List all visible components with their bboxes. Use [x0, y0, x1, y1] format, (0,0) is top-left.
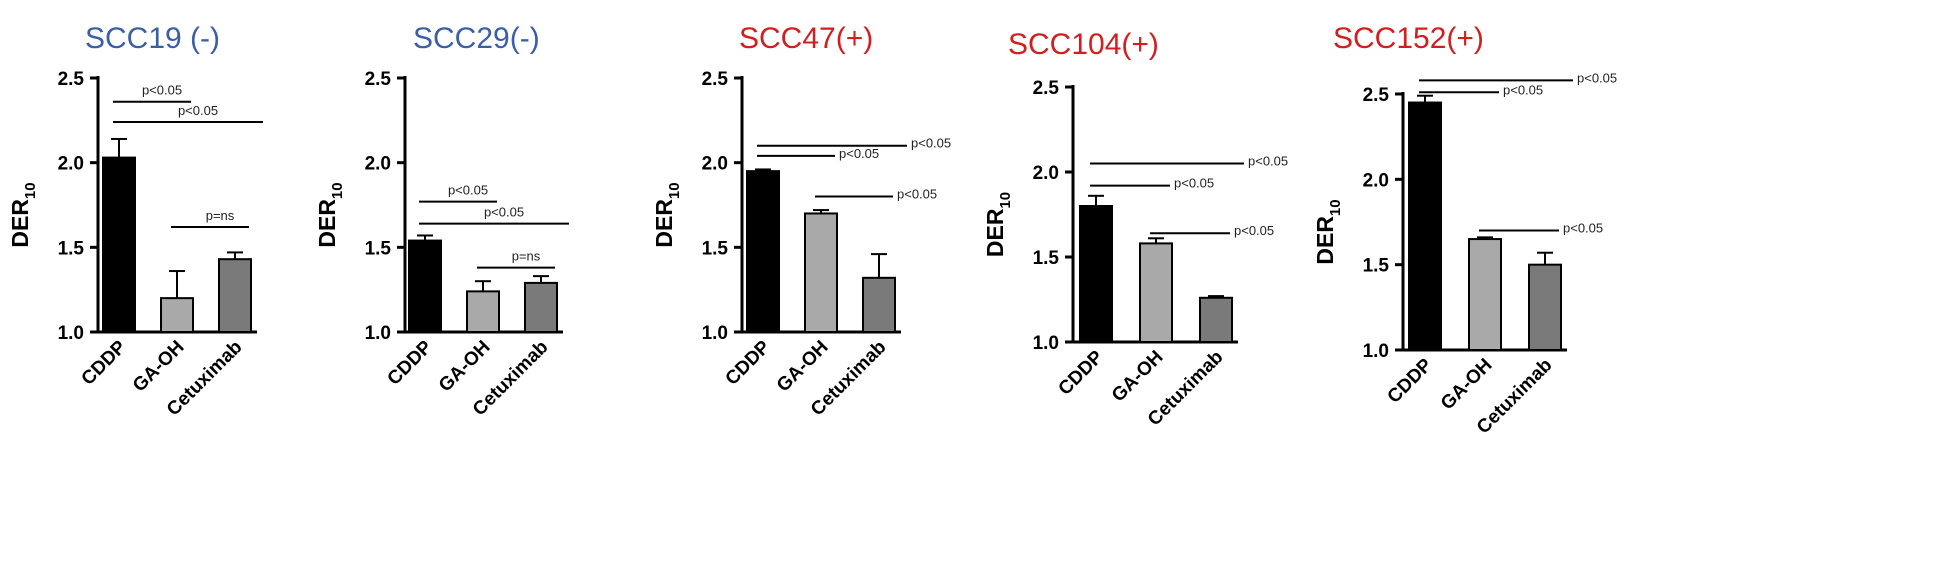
significance-label: p<0.05	[1563, 221, 1603, 236]
y-axis-label-subscript: 10	[329, 182, 346, 199]
y-tick-label: 2.0	[702, 154, 728, 175]
significance-label: p<0.05	[178, 103, 218, 118]
y-tick-label: 2.0	[365, 154, 391, 175]
y-tick-label: 2.5	[702, 69, 729, 90]
x-category-label: CDDP	[722, 336, 775, 389]
y-axis-label-subscript: 10	[997, 192, 1014, 209]
y-axis-label-subscript: 10	[666, 182, 683, 199]
significance-label: p<0.05	[484, 205, 524, 220]
y-tick-label: 2.5	[1363, 85, 1390, 106]
y-tick-label: 1.5	[702, 238, 729, 259]
y-axis-label: DER10	[7, 182, 39, 247]
bar-cetuximab	[1199, 296, 1233, 343]
bar-cddp	[1408, 101, 1442, 351]
bar-cetuximab	[218, 258, 252, 334]
y-axis-label-main: DER	[7, 199, 33, 248]
x-category-label: GA-OH	[1437, 355, 1497, 415]
bar-ga-oh	[160, 297, 194, 333]
chart-panel-1: SCC19 (-)1.01.52.02.5DER10CDDPGA-OHCetux…	[7, 22, 263, 420]
bar-ga-oh	[804, 212, 838, 333]
y-axis-label-subscript: 10	[22, 182, 39, 199]
significance-label: p<0.05	[142, 83, 182, 98]
y-tick-label: 1.5	[1033, 248, 1060, 269]
chart-panel-3: SCC47(+)1.01.52.02.5DER10CDDPGA-OHCetuxi…	[651, 22, 951, 420]
panel-title: SCC104(+)	[1008, 28, 1159, 61]
significance-label: p=ns	[512, 249, 541, 264]
significance-label: p<0.05	[839, 146, 879, 161]
bar-cetuximab	[862, 276, 896, 333]
x-category-label: CDDP	[78, 336, 131, 389]
bar-cddp	[102, 156, 136, 333]
significance-label: p<0.05	[1577, 70, 1617, 85]
y-axis-label: DER10	[651, 182, 683, 247]
y-axis-label-subscript: 10	[1327, 199, 1344, 216]
panel-title: SCC19 (-)	[85, 22, 220, 55]
bar-ga-oh	[1468, 238, 1502, 351]
y-tick-label: 2.5	[1033, 78, 1060, 99]
panel-title: SCC47(+)	[739, 22, 873, 55]
y-tick-label: 1.0	[702, 323, 728, 344]
y-tick-label: 2.0	[58, 154, 84, 175]
y-axis-label-main: DER	[651, 199, 677, 248]
bar-cddp	[746, 170, 780, 333]
significance-label: p<0.05	[1174, 176, 1214, 191]
y-tick-label: 2.5	[58, 69, 85, 90]
significance-label: p<0.05	[1503, 82, 1543, 97]
y-tick-label: 2.5	[365, 69, 392, 90]
y-tick-label: 1.5	[365, 238, 392, 259]
y-tick-label: 1.0	[365, 323, 391, 344]
y-tick-label: 1.0	[1033, 333, 1059, 354]
y-axis-label-main: DER	[1312, 216, 1338, 265]
bar-cddp	[408, 239, 442, 333]
panel-title: SCC29(-)	[413, 22, 540, 55]
y-tick-label: 2.0	[1363, 170, 1389, 191]
panel-title: SCC152(+)	[1333, 22, 1484, 55]
bar-ga-oh	[1139, 242, 1173, 343]
y-tick-label: 1.0	[1363, 341, 1389, 362]
y-tick-label: 2.0	[1033, 163, 1059, 184]
x-category-label: GA-OH	[1108, 347, 1168, 407]
y-axis-label-main: DER	[314, 199, 340, 248]
x-category-label: CDDP	[1055, 346, 1108, 399]
bar-cetuximab	[1528, 263, 1562, 351]
significance-label: p<0.05	[911, 136, 951, 151]
y-tick-label: 1.0	[58, 323, 84, 344]
y-axis-label: DER10	[314, 182, 346, 247]
bar-cetuximab	[524, 281, 558, 334]
bar-cddp	[1079, 205, 1113, 343]
x-category-label: GA-OH	[129, 337, 189, 397]
chart-panel-2: SCC29(-)1.01.52.02.5DER10CDDPGA-OHCetuxi…	[314, 22, 569, 420]
significance-label: p<0.05	[897, 187, 937, 202]
significance-label: p=ns	[206, 208, 235, 223]
x-category-label: GA-OH	[773, 337, 833, 397]
x-category-label: CDDP	[1384, 354, 1437, 407]
significance-label: p<0.05	[1234, 223, 1274, 238]
significance-label: p<0.05	[448, 183, 488, 198]
y-axis-label: DER10	[1312, 199, 1344, 264]
y-tick-label: 1.5	[58, 238, 85, 259]
y-tick-label: 1.5	[1363, 256, 1390, 277]
x-category-label: GA-OH	[435, 337, 495, 397]
bar-ga-oh	[466, 290, 500, 333]
y-axis-label: DER10	[982, 192, 1014, 257]
y-axis-label-main: DER	[982, 208, 1008, 257]
significance-label: p<0.05	[1248, 154, 1288, 169]
x-category-label: CDDP	[384, 336, 437, 389]
